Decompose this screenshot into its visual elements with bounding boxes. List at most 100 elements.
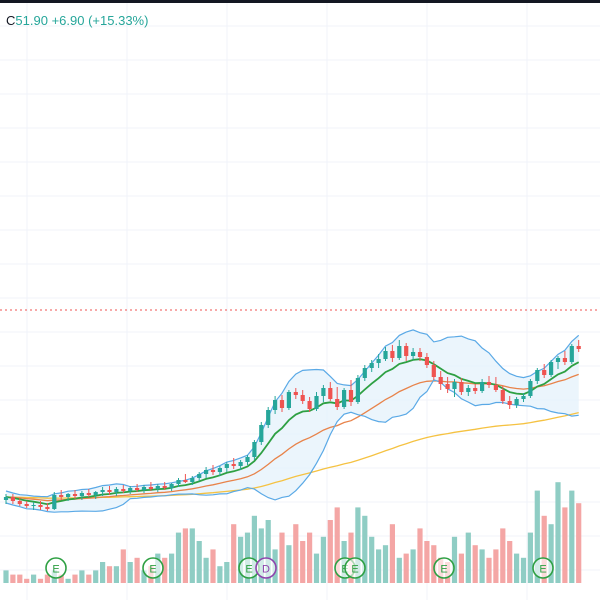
candle[interactable] — [59, 490, 64, 500]
candle[interactable] — [24, 501, 29, 508]
candle[interactable] — [169, 483, 174, 491]
candle[interactable] — [342, 388, 347, 409]
candle[interactable] — [141, 485, 147, 493]
candle[interactable] — [231, 458, 236, 469]
candle[interactable] — [273, 396, 278, 414]
candle[interactable] — [362, 365, 367, 381]
candle[interactable] — [514, 397, 519, 408]
candle[interactable] — [293, 388, 298, 399]
candle[interactable] — [31, 502, 36, 510]
candle[interactable] — [114, 487, 119, 496]
volume-bar — [541, 515, 547, 583]
candle[interactable] — [121, 485, 126, 493]
candle[interactable] — [279, 395, 285, 412]
candle[interactable] — [86, 489, 91, 497]
candle[interactable] — [417, 348, 423, 361]
candle[interactable] — [411, 348, 416, 360]
candle[interactable] — [210, 465, 216, 475]
candle[interactable] — [397, 340, 402, 360]
candle[interactable] — [66, 493, 71, 501]
candle[interactable] — [383, 347, 388, 361]
candle[interactable] — [259, 422, 264, 445]
candle[interactable] — [135, 484, 140, 492]
candle[interactable] — [79, 491, 84, 500]
candle[interactable] — [10, 494, 15, 504]
candle[interactable] — [204, 467, 209, 478]
close-label: C — [6, 13, 16, 28]
candle[interactable] — [424, 353, 429, 368]
candle[interactable] — [348, 380, 354, 406]
candle[interactable] — [128, 486, 133, 494]
candle[interactable] — [459, 378, 464, 395]
candle[interactable] — [183, 474, 188, 483]
earnings-marker-icon[interactable]: E — [142, 557, 164, 579]
bollinger-upper-line — [5, 329, 580, 498]
candle[interactable] — [321, 385, 326, 402]
candle[interactable] — [486, 376, 492, 388]
candle[interactable] — [217, 466, 222, 476]
candle[interactable] — [335, 387, 340, 410]
candle-body — [493, 385, 498, 390]
earnings-marker-icon[interactable]: E — [532, 557, 554, 579]
volume-bar — [417, 528, 423, 583]
candle[interactable] — [245, 455, 250, 465]
candle[interactable] — [500, 386, 505, 404]
candle[interactable] — [569, 344, 574, 364]
candle[interactable] — [252, 440, 257, 460]
candle[interactable] — [148, 482, 153, 491]
candle[interactable] — [100, 487, 105, 496]
candle[interactable] — [3, 494, 9, 504]
candle[interactable] — [38, 501, 43, 510]
candle[interactable] — [466, 385, 471, 396]
candle[interactable] — [528, 379, 533, 398]
candle[interactable] — [314, 392, 319, 411]
candle[interactable] — [162, 482, 167, 490]
candle[interactable] — [190, 476, 195, 485]
candle-body — [148, 487, 153, 489]
candle[interactable] — [328, 382, 333, 401]
candle[interactable] — [238, 460, 243, 470]
candle[interactable] — [376, 354, 381, 368]
candle[interactable] — [93, 491, 98, 499]
candle[interactable] — [176, 478, 181, 487]
candle[interactable] — [535, 368, 540, 384]
candle[interactable] — [507, 396, 512, 409]
candle[interactable] — [286, 390, 291, 410]
candle[interactable] — [576, 340, 581, 352]
candle[interactable] — [300, 390, 305, 404]
candle[interactable] — [549, 360, 554, 377]
candle[interactable] — [473, 384, 478, 394]
candle[interactable] — [404, 343, 409, 361]
candle[interactable] — [431, 361, 436, 380]
candle-body — [45, 507, 50, 509]
candle[interactable] — [266, 407, 271, 428]
candle[interactable] — [445, 377, 450, 393]
candle[interactable] — [197, 472, 202, 481]
candle[interactable] — [369, 360, 374, 372]
candle[interactable] — [307, 397, 312, 412]
candle-body — [52, 495, 57, 509]
candle[interactable] — [438, 371, 443, 390]
candle[interactable] — [555, 356, 561, 369]
candle[interactable] — [542, 364, 547, 378]
candle[interactable] — [355, 375, 360, 404]
candle[interactable] — [45, 503, 50, 511]
candle[interactable] — [562, 351, 567, 365]
earnings-marker-icon[interactable]: E — [344, 557, 366, 579]
dividend-marker-icon[interactable]: D — [255, 557, 277, 579]
candle[interactable] — [224, 462, 229, 472]
candle[interactable] — [390, 345, 395, 362]
candle[interactable] — [452, 379, 457, 397]
candle[interactable] — [521, 393, 526, 402]
candle[interactable] — [107, 486, 112, 495]
candle[interactable] — [72, 490, 78, 499]
earnings-marker-icon[interactable]: E — [45, 557, 67, 579]
candle[interactable] — [155, 484, 160, 492]
candle[interactable] — [52, 492, 57, 510]
candle[interactable] — [17, 498, 22, 506]
candle-body — [321, 388, 326, 396]
candle[interactable] — [493, 377, 498, 392]
candle[interactable] — [480, 379, 485, 393]
earnings-marker-icon[interactable]: E — [433, 557, 455, 579]
